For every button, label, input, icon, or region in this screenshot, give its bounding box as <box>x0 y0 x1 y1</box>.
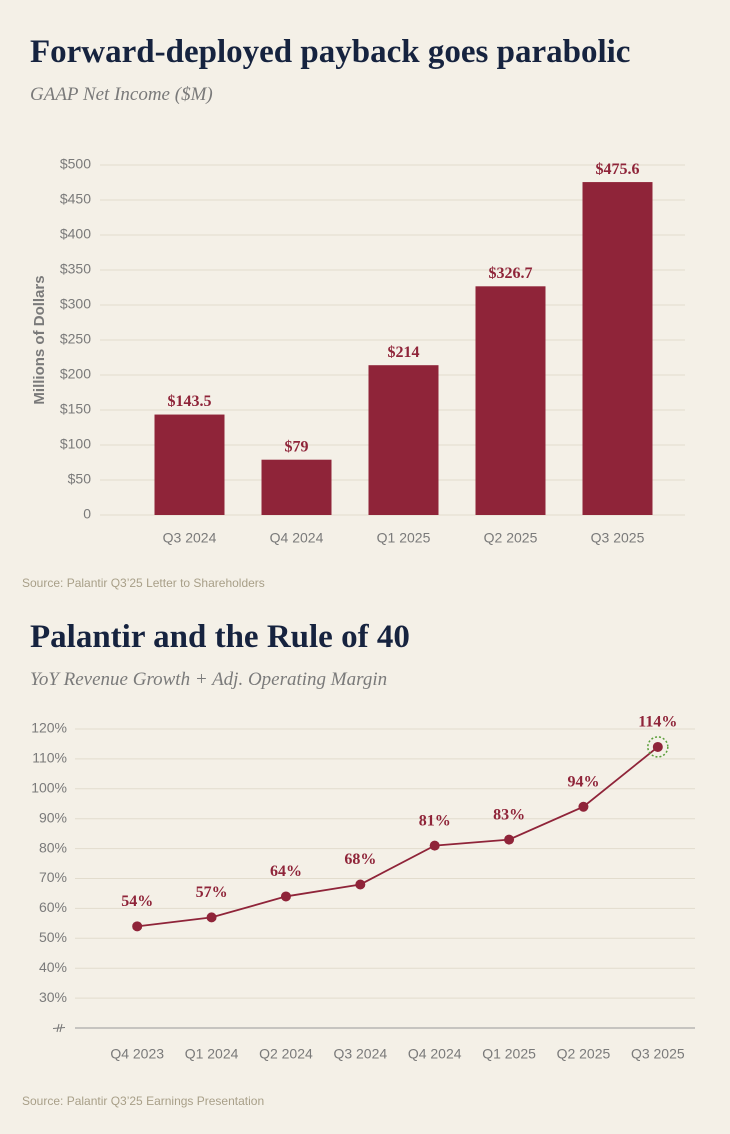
y-tick-label: 0 <box>83 506 91 522</box>
axis-break <box>52 1027 66 1029</box>
data-label: 64% <box>270 863 302 880</box>
y-tick-label: 70% <box>39 869 67 885</box>
data-label: $475.6 <box>596 161 640 178</box>
y-tick-label: $250 <box>60 331 91 347</box>
x-tick-label: Q1 2025 <box>377 530 431 546</box>
point <box>132 921 143 932</box>
x-tick-label: Q4 2023 <box>110 1046 164 1062</box>
y-axis-label: Millions of Dollars <box>31 275 48 404</box>
y-tick-label: $400 <box>60 226 91 242</box>
y-tick-label: 110% <box>32 750 67 766</box>
data-label: 68% <box>344 851 376 868</box>
point <box>578 801 589 812</box>
data-label: 83% <box>493 806 525 823</box>
y-tick-label: $350 <box>60 261 91 277</box>
bar <box>475 286 546 515</box>
source: Source: Palantir Q3’25 Earnings Presenta… <box>22 1094 264 1108</box>
y-tick-label: $50 <box>68 471 92 487</box>
y-tick-label: $300 <box>60 296 91 312</box>
x-tick-label: Q4 2024 <box>408 1046 462 1062</box>
data-label: 114% <box>638 714 677 731</box>
bar <box>261 459 332 515</box>
highlight-ring <box>647 736 669 758</box>
x-tick-label: Q4 2024 <box>270 530 324 546</box>
x-tick-label: Q3 2024 <box>333 1046 387 1062</box>
x-tick-label: Q2 2025 <box>484 530 538 546</box>
x-tick-label: Q3 2025 <box>591 530 645 546</box>
y-tick-label: 100% <box>31 780 67 796</box>
x-tick-label: Q2 2024 <box>259 1046 313 1062</box>
point <box>652 741 663 752</box>
y-tick-label: $100 <box>60 436 91 452</box>
y-tick-label: 50% <box>39 929 67 945</box>
data-label: $143.5 <box>168 393 212 410</box>
y-tick-label: $450 <box>60 191 91 207</box>
x-tick-label: Q3 2024 <box>163 530 217 546</box>
line <box>137 746 659 928</box>
data-label: $214 <box>388 344 420 361</box>
point <box>429 840 440 851</box>
point <box>355 879 366 890</box>
point <box>504 834 515 845</box>
axis-break <box>59 1023 63 1033</box>
data-label: $326.7 <box>489 265 533 282</box>
y-tick-label: 80% <box>39 839 67 855</box>
point <box>206 912 217 923</box>
bar <box>582 182 653 515</box>
y-tick-label: 90% <box>39 809 67 825</box>
point <box>280 891 291 902</box>
chart-subtitle: YoY Revenue Growth + Adj. Operating Marg… <box>30 669 387 690</box>
chart-subtitle: GAAP Net Income ($M) <box>30 84 213 105</box>
y-tick-label: $150 <box>60 401 91 417</box>
y-tick-label: 60% <box>39 899 67 915</box>
y-tick-label: 30% <box>39 989 67 1005</box>
data-label: 94% <box>567 773 599 790</box>
data-label: $79 <box>285 438 309 455</box>
y-tick-label: 40% <box>39 959 67 975</box>
chart-title: Palantir and the Rule of 40 <box>30 619 410 655</box>
chart-title: Forward-deployed payback goes parabolic <box>30 34 630 70</box>
axis-break <box>56 1023 60 1033</box>
bar <box>368 365 439 515</box>
data-label: 81% <box>419 812 451 829</box>
y-tick-label: $200 <box>60 366 91 382</box>
data-label: 54% <box>121 893 153 910</box>
x-tick-label: Q1 2025 <box>482 1046 536 1062</box>
x-tick-label: Q2 2025 <box>557 1046 611 1062</box>
y-tick-label: $500 <box>60 156 91 172</box>
data-label: 57% <box>196 884 228 901</box>
x-tick-label: Q1 2024 <box>185 1046 239 1062</box>
x-tick-label: Q3 2025 <box>631 1046 685 1062</box>
source: Source: Palantir Q3’25 Letter to Shareho… <box>22 576 265 590</box>
y-tick-label: 120% <box>31 720 67 736</box>
bar <box>154 414 225 515</box>
